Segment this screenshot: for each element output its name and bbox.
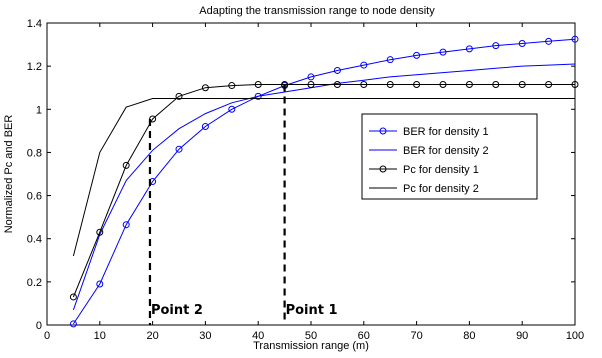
series-point-3 (254, 80, 262, 88)
annotations: Point 2 Point 1 (148, 84, 338, 325)
series-point-3 (201, 84, 209, 92)
series-layer (69, 35, 579, 328)
x-tick-label: 100 (566, 330, 584, 342)
series-point-1 (413, 51, 421, 59)
series-point-1 (307, 73, 315, 81)
x-tick-label: 40 (252, 330, 264, 342)
x-tick-label: 0 (44, 330, 50, 342)
x-tick-label: 60 (358, 330, 370, 342)
y-tick-label: 0.8 (27, 147, 42, 159)
x-tick-label: 10 (94, 330, 106, 342)
series-point-3 (492, 80, 500, 88)
series-point-1 (545, 37, 553, 45)
x-tick-label: 50 (305, 330, 317, 342)
series-point-3 (545, 80, 553, 88)
series-point-1 (571, 35, 579, 43)
series-point-3 (386, 80, 394, 88)
series-point-3 (307, 80, 315, 88)
series-point-3 (96, 228, 104, 236)
series-point-1 (96, 280, 104, 288)
series-point-1 (465, 45, 473, 53)
series-point-1 (333, 66, 341, 74)
legend-label-3: Pc for density 1 (403, 164, 479, 176)
series-point-3 (360, 80, 368, 88)
series-point-3 (333, 80, 341, 88)
axes-ticks: 0 10 20 30 40 50 60 70 80 90 100 0 0.2 0.4 0.6 0.8 1 1.2 1… (27, 18, 584, 342)
y-tick-label: 1.2 (27, 61, 42, 73)
series-line-4 (72, 98, 575, 257)
x-tick-label: 20 (146, 330, 158, 342)
series-line-2 (72, 63, 576, 311)
series-point-3 (228, 82, 236, 90)
series-point-1 (439, 48, 447, 56)
series-point-3 (69, 293, 77, 301)
series-line-3 (72, 84, 575, 298)
series-point-1 (386, 56, 394, 64)
legend-box (361, 113, 538, 200)
series-point-1 (518, 39, 526, 47)
series-point-1 (492, 42, 500, 50)
y-axis-label: Normalized Pc and BER (3, 115, 15, 234)
legend-label-1: BER for density 1 (403, 126, 489, 138)
series-line-1 (72, 38, 576, 325)
annotation-label: Point 2 (151, 303, 203, 318)
x-tick-label: 70 (410, 330, 422, 342)
series-point-3 (439, 80, 447, 88)
y-tick-label: 0.4 (27, 234, 42, 246)
y-tick-label: 0.2 (27, 277, 42, 289)
legend-label-4: Pc for density 2 (403, 183, 479, 195)
legend: BER for density 1 BER for density 2 Pc for… (361, 113, 538, 200)
series-point-3 (465, 80, 473, 88)
legend-marker-3 (379, 165, 387, 173)
chart-title: Adapting the transmission range to node … (199, 5, 435, 17)
y-tick-label: 0 (36, 320, 42, 332)
series-point-3 (518, 80, 526, 88)
x-axis-label: Transmission range (m) (253, 340, 369, 352)
series-point-3 (175, 92, 183, 100)
x-tick-label: 30 (199, 330, 211, 342)
series-point-3 (413, 80, 421, 88)
series-point-1 (69, 320, 77, 328)
legend-label-2: BER for density 2 (403, 145, 489, 157)
series-point-1 (360, 61, 368, 69)
series-point-1 (175, 145, 183, 153)
y-tick-label: 1 (36, 104, 42, 116)
y-tick-label: 0.6 (27, 191, 42, 203)
x-tick-label: 80 (463, 330, 475, 342)
series-point-1 (228, 105, 236, 113)
legend-marker-1 (379, 127, 387, 135)
annotation-label: Point 1 (286, 303, 338, 318)
series-point-1 (122, 221, 130, 229)
series-point-1 (254, 92, 262, 100)
series-point-1 (201, 123, 209, 131)
series-point-3 (571, 80, 579, 88)
x-tick-label: 90 (516, 330, 528, 342)
y-tick-label: 1.4 (27, 18, 42, 30)
series-point-3 (122, 161, 130, 169)
